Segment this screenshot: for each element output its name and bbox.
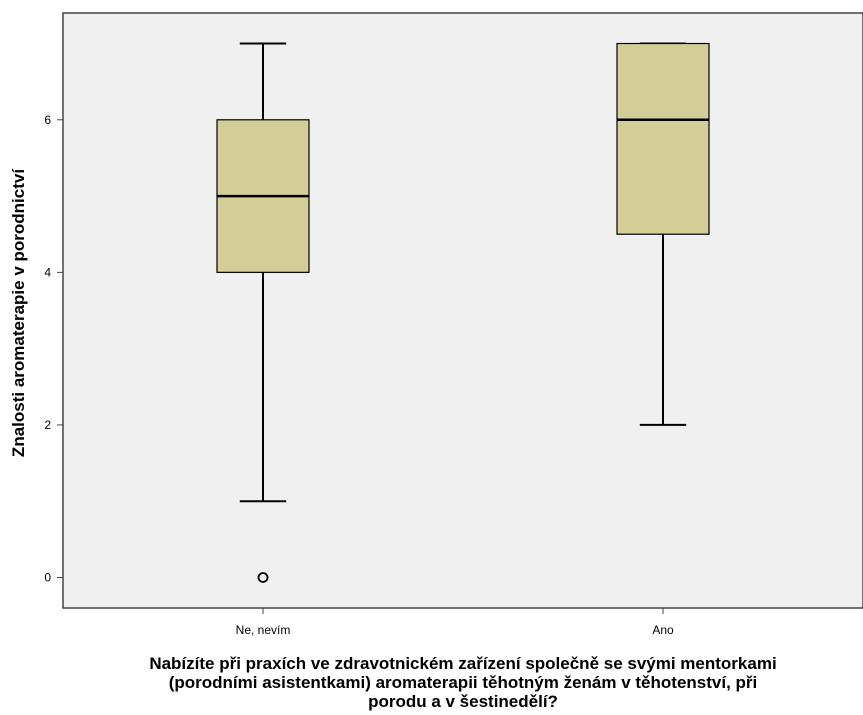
x-axis-title: Nabízíte při praxích ve zdravotnickém za…: [149, 654, 776, 711]
x-axis: Ne, nevím Ano: [236, 608, 674, 637]
y-axis: 0 2 4 6: [44, 113, 63, 584]
outlier-point: [257, 572, 269, 583]
interquartile-box: [616, 42, 710, 235]
y-tick-label: 6: [44, 113, 51, 127]
x-axis-title-line: (porodními asistentkami) aromaterapii tě…: [169, 673, 758, 692]
box-1: [216, 42, 310, 583]
y-axis-title: Znalosti aromaterapie v porodnictví: [9, 168, 28, 457]
y-tick-label: 2: [44, 418, 51, 432]
box-2: [616, 42, 710, 426]
x-axis-title-line: Nabízíte při praxích ve zdravotnickém za…: [149, 654, 776, 673]
x-axis-title-line: porodu a v šestinedělí?: [368, 692, 558, 711]
y-tick-label: 4: [44, 265, 51, 279]
box-series: [216, 42, 710, 583]
plot-area: [62, 12, 863, 609]
x-tick-label: Ano: [652, 623, 674, 637]
x-tick-label: Ne, nevím: [236, 623, 291, 637]
y-tick-label: 0: [44, 570, 51, 584]
